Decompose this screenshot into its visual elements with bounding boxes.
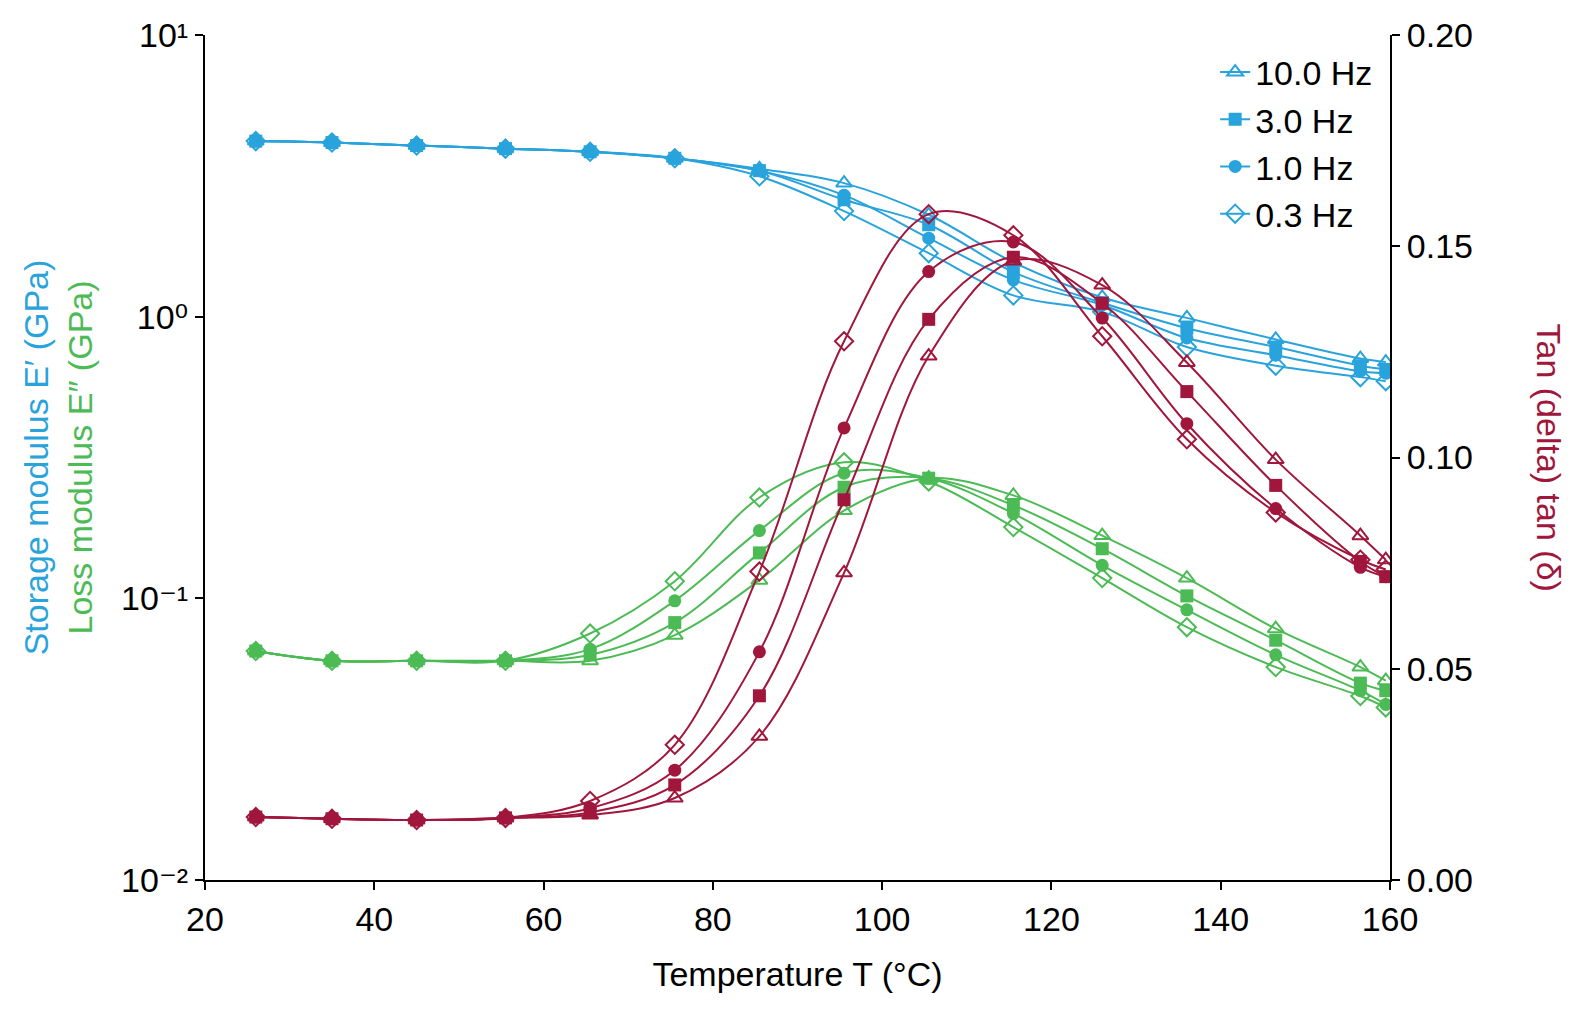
- svg-text:0.15: 0.15: [1407, 227, 1473, 265]
- svg-text:0.3 Hz: 0.3 Hz: [1255, 196, 1353, 234]
- svg-text:140: 140: [1192, 900, 1249, 938]
- svg-text:Temperature T (°C): Temperature T (°C): [652, 955, 942, 993]
- svg-text:0.05: 0.05: [1407, 650, 1473, 688]
- svg-text:80: 80: [694, 900, 732, 938]
- svg-text:160: 160: [1362, 900, 1419, 938]
- svg-text:10⁻²: 10⁻²: [121, 861, 188, 899]
- svg-text:20: 20: [186, 900, 224, 938]
- svg-text:10¹: 10¹: [139, 16, 188, 54]
- svg-text:0.10: 0.10: [1407, 438, 1473, 476]
- svg-text:60: 60: [525, 900, 563, 938]
- svg-text:0.20: 0.20: [1407, 16, 1473, 54]
- svg-text:40: 40: [355, 900, 393, 938]
- svg-text:0.00: 0.00: [1407, 861, 1473, 899]
- svg-text:10⁰: 10⁰: [137, 298, 188, 336]
- svg-text:120: 120: [1023, 900, 1080, 938]
- svg-text:3.0 Hz: 3.0 Hz: [1255, 102, 1353, 140]
- svg-text:1.0 Hz: 1.0 Hz: [1255, 149, 1353, 187]
- svg-text:10.0 Hz: 10.0 Hz: [1255, 54, 1372, 92]
- svg-text:10⁻¹: 10⁻¹: [121, 579, 188, 617]
- svg-text:Storage modulus E′ (GPa)Loss m: Storage modulus E′ (GPa)Loss modulus E″ …: [17, 260, 99, 656]
- svg-text:Tan (delta) tan (δ): Tan (delta) tan (δ): [1530, 324, 1568, 592]
- svg-text:100: 100: [854, 900, 911, 938]
